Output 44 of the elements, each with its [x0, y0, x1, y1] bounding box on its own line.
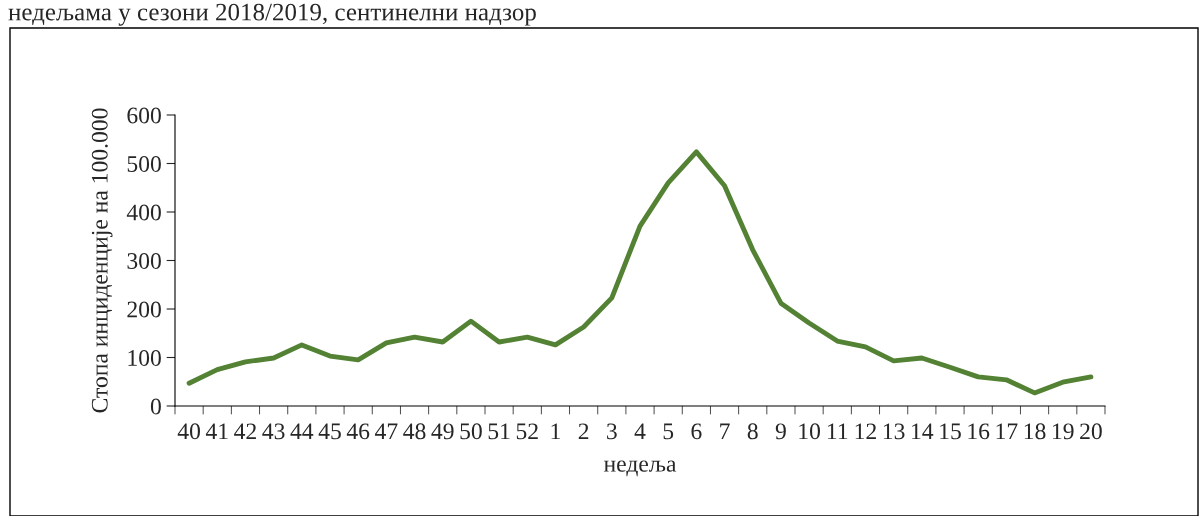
x-tick-label: 47 [375, 423, 398, 440]
x-tick-label: 16 [968, 423, 990, 440]
x-tick-label: 40 [177, 423, 200, 440]
x-tick-label: 11 [827, 423, 848, 440]
x-tick-label: 6 [691, 423, 702, 440]
y-tick-label: 500 [127, 155, 161, 172]
y-axis-title: Стопа инциденције на 100.000 [91, 108, 113, 413]
y-tick-label: 300 [127, 252, 161, 269]
y-tick-label: 100 [128, 349, 161, 366]
y-tick-label: 400 [126, 204, 161, 221]
x-tick-label: 12 [855, 423, 876, 440]
x-tick-label: 43 [262, 423, 285, 440]
x-axis-title: недеља [603, 460, 677, 477]
x-tick-label: 20 [1080, 423, 1102, 440]
x-tick-label: 17 [996, 423, 1018, 440]
x-tick-label: 14 [912, 423, 934, 440]
x-tick-label: 46 [346, 423, 370, 440]
x-tick-label: 52 [516, 423, 538, 440]
x-tick-label: 1 [551, 423, 560, 440]
x-tick-label: 5 [663, 423, 674, 440]
y-tick-label: 200 [127, 301, 161, 318]
x-tick-label: 48 [403, 423, 426, 440]
x-tick-label: 7 [720, 423, 730, 440]
x-tick-label: 41 [205, 423, 228, 440]
x-tick-label: 44 [290, 423, 314, 440]
line-series [186, 149, 1094, 396]
x-tick-label: 51 [488, 423, 510, 440]
x-tick-label: 15 [940, 423, 961, 440]
x-tick-label: 10 [799, 423, 820, 440]
y-tick-label: 0 [150, 398, 161, 415]
y-tick-label: 600 [127, 107, 161, 124]
x-tick-label: 49 [431, 423, 454, 440]
x-tick-label: 4 [634, 423, 646, 440]
x-tick-label: 18 [1024, 423, 1046, 440]
x-tick-label: 50 [460, 423, 482, 440]
x-tick-label: 42 [234, 423, 256, 440]
x-tick-label: 13 [883, 423, 905, 440]
x-tick-label: 3 [607, 423, 617, 440]
x-tick-label: 45 [318, 423, 341, 440]
chart-title: недељама у сезони 2018/2019, сентинелни надзор [8, 3, 536, 26]
x-tick-label: 8 [747, 423, 758, 440]
x-tick-label: 9 [775, 423, 786, 440]
x-tick-label: 2 [578, 423, 589, 440]
x-tick-label: 19 [1053, 423, 1074, 440]
